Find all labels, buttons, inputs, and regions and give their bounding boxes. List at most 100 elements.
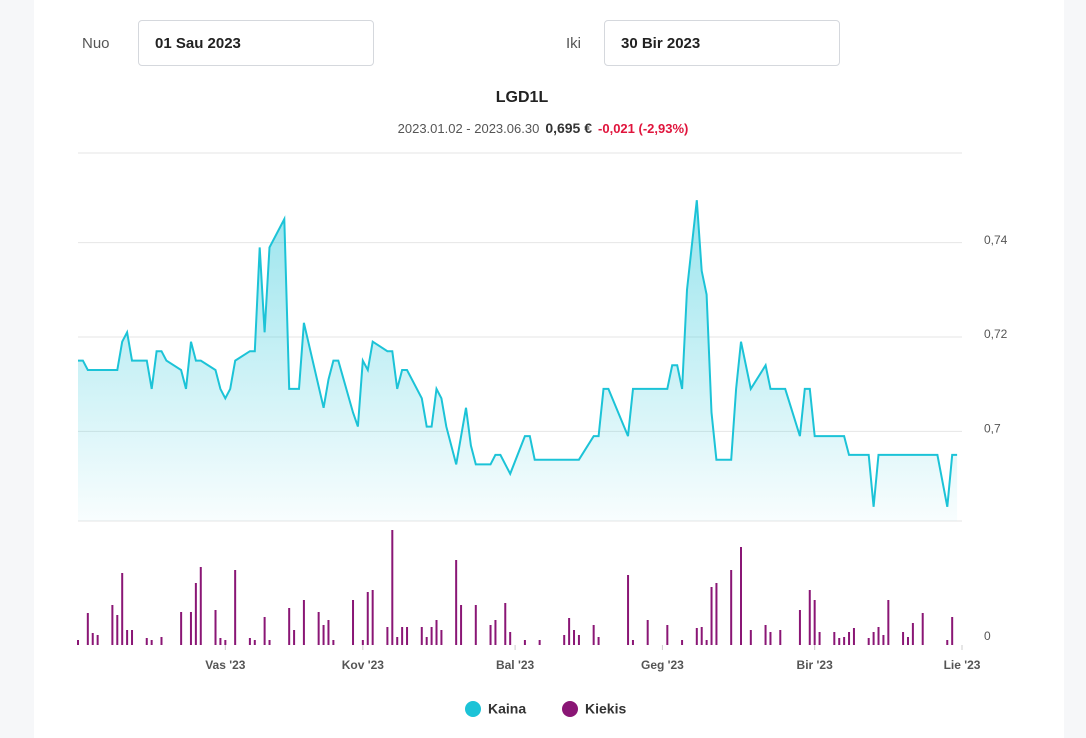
volume-bar bbox=[494, 620, 497, 645]
volume-bar bbox=[705, 640, 708, 645]
from-input[interactable]: 01 Sau 2023 bbox=[138, 20, 374, 66]
volume-bar bbox=[715, 583, 718, 645]
volume-bar bbox=[867, 638, 870, 645]
volume-bar bbox=[361, 640, 364, 645]
volume-bar bbox=[902, 632, 905, 645]
volume-bar bbox=[77, 640, 79, 645]
volume-bar bbox=[435, 620, 438, 645]
volume-bar bbox=[666, 625, 669, 645]
volume-bar bbox=[779, 630, 782, 645]
volume-bar bbox=[523, 640, 526, 645]
volume-bar bbox=[126, 630, 129, 645]
volume-bar bbox=[234, 570, 237, 645]
volume-bar bbox=[597, 637, 600, 645]
area bbox=[78, 200, 958, 521]
volume-bar bbox=[145, 638, 148, 645]
volume-bar bbox=[430, 627, 433, 645]
volume-bar bbox=[160, 637, 163, 645]
volume-bar bbox=[627, 575, 630, 645]
x-tick-label: Geg '23 bbox=[641, 658, 684, 672]
volume-bar bbox=[352, 600, 355, 645]
volume-bar bbox=[440, 630, 443, 645]
volume-bar bbox=[843, 637, 846, 645]
volume-bar bbox=[322, 625, 325, 645]
volume-bar bbox=[396, 637, 399, 645]
chart-title: LGD1L bbox=[496, 89, 549, 106]
volume-bar bbox=[224, 640, 227, 645]
volume-bar bbox=[838, 638, 841, 645]
volume-bar bbox=[700, 627, 703, 645]
price-line bbox=[78, 200, 958, 507]
date-range: 2023.01.02 - 2023.06.30 bbox=[397, 121, 540, 136]
volume-bar bbox=[848, 632, 851, 645]
volume-bar bbox=[749, 630, 752, 645]
volume-bar bbox=[317, 612, 320, 645]
volume-bar bbox=[538, 640, 541, 645]
volume-bar bbox=[730, 570, 733, 645]
volume-bar bbox=[592, 625, 595, 645]
volume-bar bbox=[391, 530, 394, 645]
subtitle: 2023.01.02 - 2023.06.30 0,695 € -0,021 (-2… bbox=[0, 120, 1086, 136]
volume-bar bbox=[253, 640, 256, 645]
volume-bar bbox=[509, 632, 512, 645]
volume-bar bbox=[199, 567, 202, 645]
y-tick-label: 0,74 bbox=[984, 233, 1008, 247]
volume-bar bbox=[946, 640, 949, 645]
volume-bar bbox=[631, 640, 634, 645]
volume-bar bbox=[180, 612, 183, 645]
volume-bar bbox=[214, 610, 217, 645]
volume-bar bbox=[808, 590, 811, 645]
legend-label: Kiekis bbox=[585, 701, 626, 717]
to-label: Iki bbox=[566, 35, 581, 52]
volume-bar bbox=[248, 638, 251, 645]
volume-bar bbox=[877, 627, 880, 645]
volume-bar bbox=[96, 635, 99, 645]
volume-bar bbox=[951, 617, 954, 645]
volume-bar bbox=[327, 620, 330, 645]
volume-bar bbox=[263, 617, 266, 645]
volume-bar bbox=[872, 632, 875, 645]
volume-bar bbox=[852, 628, 855, 645]
y-tick-label: 0 bbox=[984, 629, 991, 643]
volume-bar bbox=[882, 635, 885, 645]
volume-bar bbox=[764, 625, 767, 645]
volume-bar bbox=[121, 573, 124, 645]
volume-bar bbox=[406, 627, 409, 645]
volume-bar bbox=[568, 618, 571, 645]
volume-bar bbox=[268, 640, 271, 645]
volume-bar bbox=[813, 600, 816, 645]
volume-bar bbox=[150, 640, 153, 645]
volume-bar bbox=[818, 632, 821, 645]
volume-bar bbox=[740, 547, 742, 645]
x-tick-label: Bal '23 bbox=[496, 658, 535, 672]
volume-bar bbox=[111, 605, 114, 645]
volume-bar bbox=[798, 610, 801, 645]
y-tick-label: 0,72 bbox=[984, 327, 1008, 341]
volume-bar bbox=[887, 600, 890, 645]
volume-bar bbox=[332, 640, 335, 645]
volume-bar bbox=[833, 632, 836, 645]
volume-bar bbox=[921, 613, 924, 645]
legend-marker bbox=[465, 701, 481, 717]
volume-bar bbox=[420, 627, 423, 645]
volume-bar bbox=[288, 608, 291, 645]
volume-bar bbox=[131, 630, 134, 645]
to-input[interactable]: 30 Bir 2023 bbox=[604, 20, 840, 66]
volume-bar bbox=[474, 605, 477, 645]
x-tick-label: Bir '23 bbox=[797, 658, 834, 672]
volume-bar bbox=[646, 620, 649, 645]
volume-bar bbox=[293, 630, 296, 645]
volume-bar bbox=[219, 638, 222, 645]
legend-marker bbox=[562, 701, 578, 717]
volume-bar bbox=[386, 627, 389, 645]
x-tick-label: Vas '23 bbox=[205, 658, 246, 672]
x-tick-label: Kov '23 bbox=[342, 658, 385, 672]
volume-bar bbox=[91, 633, 94, 645]
volume-bar bbox=[504, 603, 507, 645]
volume-bar bbox=[769, 632, 772, 645]
volume-bar bbox=[695, 628, 698, 645]
volume-bar bbox=[401, 627, 404, 645]
legend-label: Kaina bbox=[488, 701, 526, 717]
